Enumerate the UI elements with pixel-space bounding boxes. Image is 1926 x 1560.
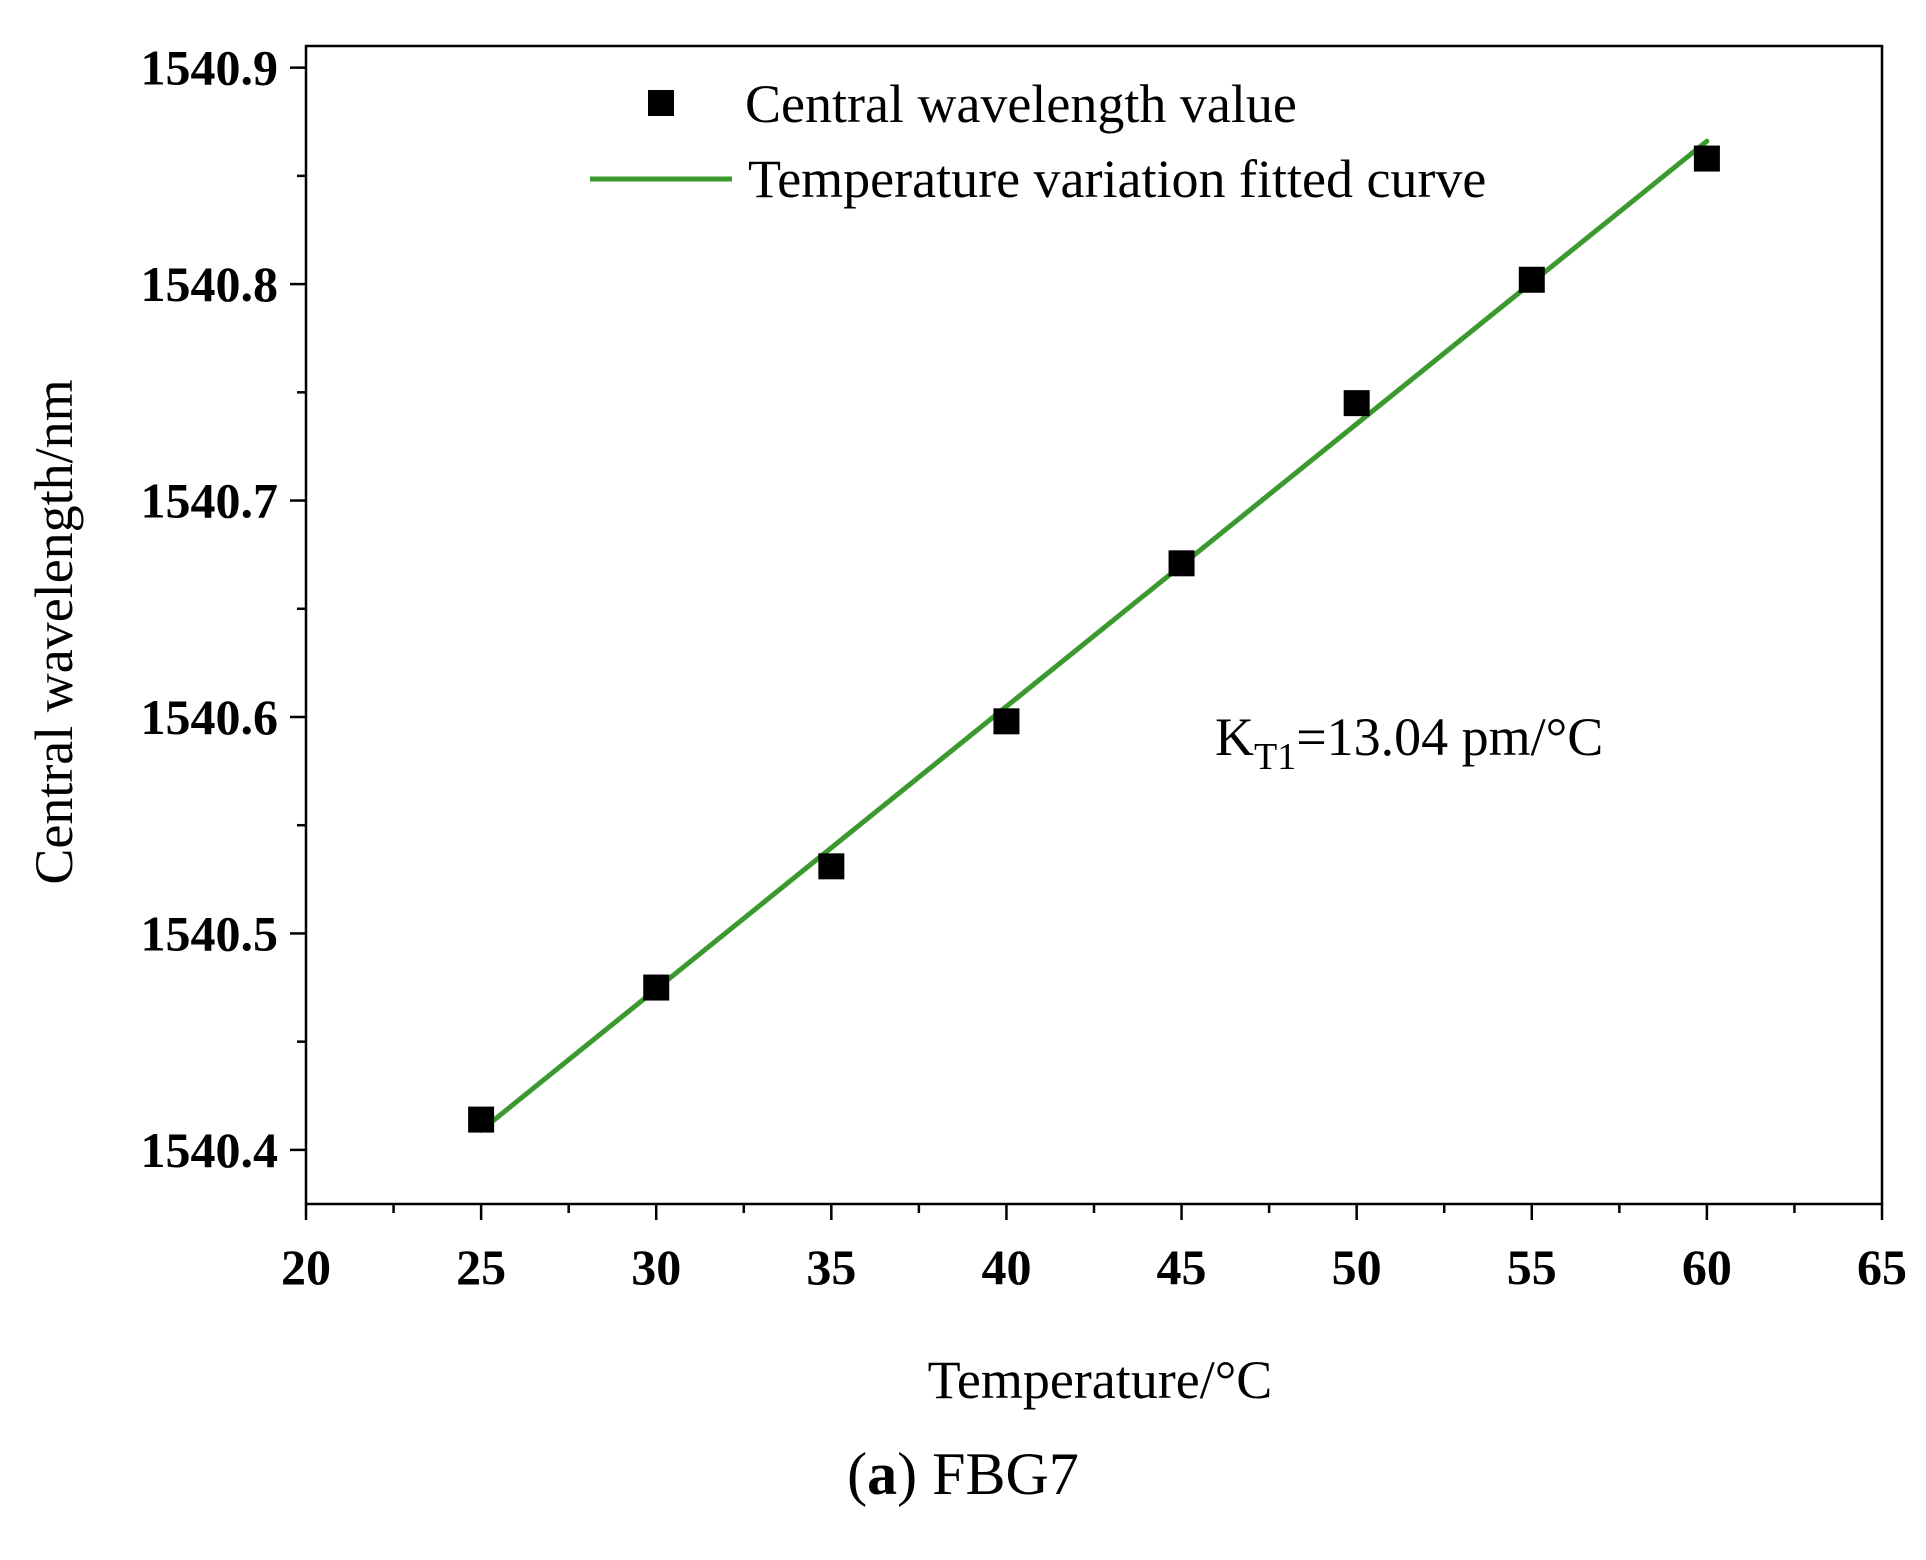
legend-label-line: Temperature variation fitted curve xyxy=(748,149,1486,209)
slope-annotation-base: K xyxy=(1215,707,1254,767)
data-point xyxy=(818,853,845,880)
y-axis-label: Central wavelength/nm xyxy=(24,379,84,884)
x-tick-label: 45 xyxy=(1157,1239,1207,1295)
y-tick-label: 1540.7 xyxy=(141,473,279,529)
caption-label: FBG7 xyxy=(932,1441,1079,1507)
x-tick-labels: 20 25 30 35 40 45 50 55 60 65 xyxy=(281,1239,1907,1295)
y-tick-label: 1540.9 xyxy=(141,40,279,96)
data-point xyxy=(1518,266,1545,293)
y-tick-label: 1540.4 xyxy=(141,1122,279,1178)
figure-caption: (a) FBG7 xyxy=(0,1440,1926,1509)
data-point xyxy=(1693,145,1720,172)
y-tick-labels: 1540.4 1540.5 1540.6 1540.7 1540.8 1540.9 xyxy=(141,40,279,1178)
legend-label-scatter: Central wavelength value xyxy=(745,74,1297,134)
slope-annotation: KT1=13.04 pm/°C xyxy=(1215,707,1603,778)
fit-line xyxy=(478,138,1710,1133)
x-axis-label: Temperature/°C xyxy=(928,1350,1273,1410)
y-tick-label: 1540.8 xyxy=(141,256,279,312)
data-point xyxy=(468,1106,495,1133)
x-tick-label: 65 xyxy=(1857,1239,1907,1295)
data-point xyxy=(1168,550,1195,577)
chart: 20 25 30 35 40 45 50 55 60 65 1540.41540.51540.61… xyxy=(24,40,1907,1410)
x-tick-label: 35 xyxy=(806,1239,856,1295)
y-tick-label: 1540.5 xyxy=(141,905,279,961)
axis-ticks xyxy=(290,66,1884,1220)
x-tick-label: 20 xyxy=(281,1239,331,1295)
data-point xyxy=(1343,390,1370,417)
caption-open-paren: ( xyxy=(847,1441,868,1507)
x-tick-label: 30 xyxy=(631,1239,681,1295)
data-point xyxy=(993,708,1020,735)
x-tick-label: 40 xyxy=(981,1239,1031,1295)
legend-marker-square xyxy=(648,90,674,116)
x-tick-label: 60 xyxy=(1682,1239,1732,1295)
x-tick-label: 25 xyxy=(456,1239,506,1295)
y-tick-label: 1540.6 xyxy=(141,689,279,745)
slope-annotation-subscript: T1 xyxy=(1254,736,1296,778)
plot-frame xyxy=(304,44,1884,1206)
x-tick-label: 55 xyxy=(1507,1239,1557,1295)
legend: Central wavelength value Temperature var… xyxy=(590,74,1486,209)
data-point xyxy=(643,974,670,1001)
caption-letter: a xyxy=(867,1441,898,1507)
slope-annotation-rest: =13.04 pm/°C xyxy=(1296,707,1603,767)
caption-close-paren: ) xyxy=(897,1441,918,1507)
x-tick-label: 50 xyxy=(1332,1239,1382,1295)
data-markers xyxy=(468,145,1720,1133)
